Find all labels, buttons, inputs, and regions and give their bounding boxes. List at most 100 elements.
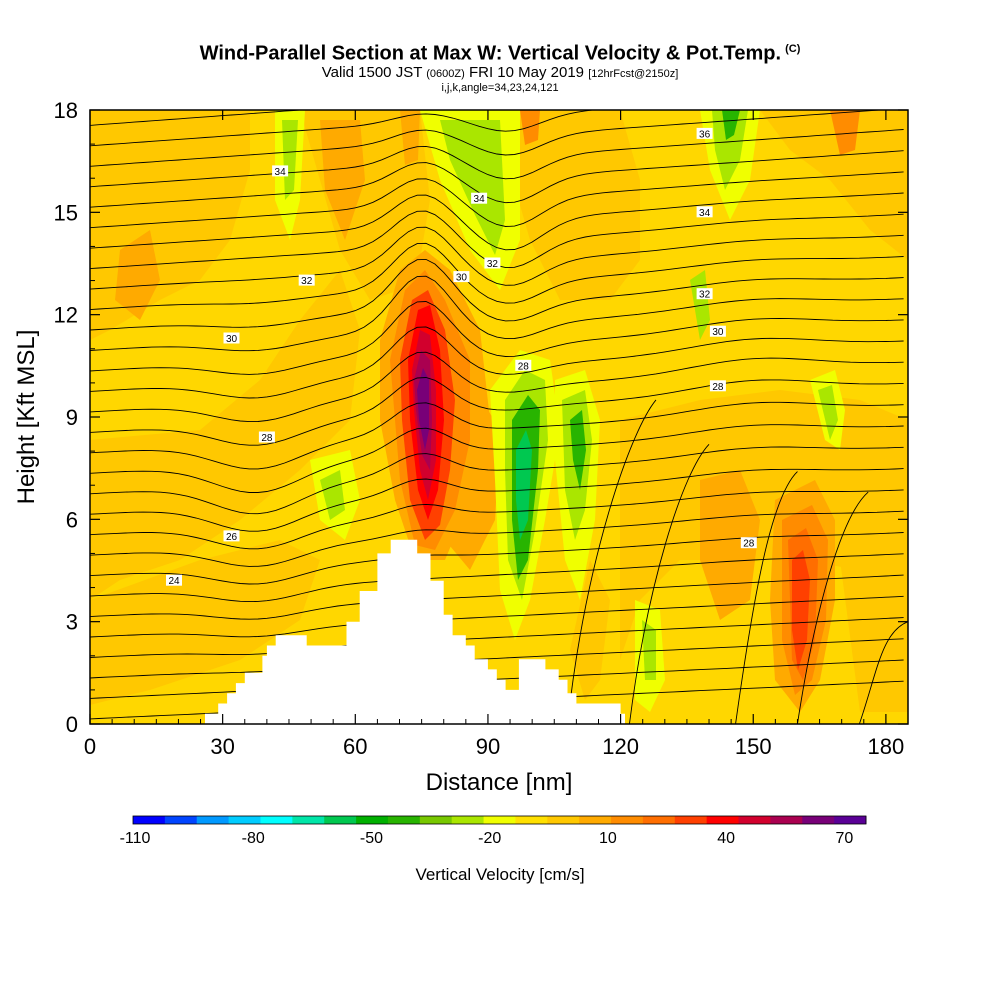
isentrope [567,399,657,724]
velocity-fill-layer [90,110,908,712]
velocity-region [830,110,860,155]
velocity-region [500,110,640,300]
isentrope [90,258,904,331]
isentrope [90,150,904,208]
isentrope [858,621,908,724]
colorbar-swatch [228,816,261,824]
contour-label: 34 [272,165,289,178]
velocity-region [690,270,710,340]
velocity-region [320,470,345,520]
colorbar-swatch [419,816,453,824]
valid-time: Valid 1500 JST [321,63,423,81]
x-axis-title: Distance [nm] [426,769,573,796]
contour-label-bg [696,288,713,300]
x-tick-label: 30 [210,734,234,759]
contour-label-bg [515,359,532,371]
colorbar-tick-label: -50 [360,830,383,847]
isentrope [90,301,904,375]
colorbar-tick-label: -110 [120,830,151,847]
contour-label-bg [453,271,470,283]
isentrope [90,446,904,515]
contour-label-text: 28 [261,433,273,444]
isentrope [90,510,904,567]
y-tick-label: 9 [66,405,78,430]
velocity-region [520,110,540,145]
isentrope [90,45,904,105]
title-block: Wind-Parallel Section at Max W: Vertical… [0,38,1000,94]
y-tick-label: 15 [54,200,78,225]
velocity-region [840,540,908,712]
velocity-region [620,390,908,660]
velocity-region [642,620,656,680]
isentrope [90,489,904,550]
contour-label-text: 26 [226,532,238,543]
colorbar-swatch [642,816,676,824]
isentrope [90,192,904,251]
colorbar-swatch [738,816,771,824]
contour-label: 28 [709,380,726,393]
isentrope [90,595,904,638]
velocity-region [282,120,298,200]
colorbar-tick-label: -20 [478,830,501,847]
terrain-mask [205,539,625,724]
y-tick-label: 0 [66,712,78,737]
velocity-region [115,230,160,320]
contour-label-text: 28 [518,361,530,372]
contour-label-text: 34 [474,194,486,205]
contour-label-bg [223,530,240,542]
velocity-region [722,110,740,140]
contour-label: 36 [696,127,713,140]
isentrope [90,424,904,493]
contour-label-bg [223,332,240,344]
contour-label-text: 36 [699,129,711,140]
colorbar-swatch [196,816,230,824]
contour-label: 32 [298,274,315,287]
contour-label-layer: 24 26 28 30 32 34 30 32 34 28 36 34 32 30 28 28 [166,127,757,587]
title-text: Wind-Parallel Section at Max W: Vertical… [199,42,782,65]
isentrope [90,110,886,167]
contour-label-bg [471,192,488,204]
isentrope [90,553,904,603]
contour-label: 28 [740,537,757,550]
contour-label: 26 [223,530,240,543]
colorbar-title: Vertical Velocity [cm/s] [415,865,584,884]
potential-temperature-contours [90,45,908,724]
colorbar-swatch [324,816,357,824]
colorbar-tick-label: 70 [835,830,853,847]
colorbar-swatch [547,816,580,824]
contour-label-text: 34 [275,167,287,178]
x-tick-label: 120 [602,734,639,759]
x-tick-label: 90 [476,734,500,759]
colorbar-swatch [133,816,166,824]
isentrope [90,401,904,470]
isentrope [735,471,798,724]
forecast-info: [12hrFcst@2150z] [588,67,679,80]
colorbar-swatch [674,816,708,824]
isentrope [90,638,904,679]
y-tick-label: 3 [66,610,78,635]
colorbar-swatch [770,816,803,824]
contour-label-text: 32 [487,259,499,270]
contour-label-text: 34 [699,208,711,219]
velocity-region [760,110,908,260]
section-params: i,j,k,angle=34,23,24,121 [441,81,559,94]
contour-label-bg [484,257,501,269]
contour-label: 30 [709,325,726,338]
valid-date: FRI 10 May 2019 [468,63,585,81]
isentrope [90,242,904,311]
velocity-region [417,368,429,450]
valid-utc: (0600Z) [426,67,465,80]
velocity-region [90,540,320,705]
x-tick-label: 60 [343,734,367,759]
colorbar-swatch [451,816,485,824]
y-tick-label: 18 [54,98,78,123]
contour-label: 30 [223,332,240,345]
colorbar-swatch [483,816,516,824]
colorbar-swatch [579,816,612,824]
colorbar-swatch [292,816,325,824]
contour-label-bg [740,537,757,549]
contour-label-text: 30 [226,334,238,345]
chart-title: Wind-Parallel Section at Max W: Vertical… [0,38,1000,65]
colorbar-swatch [611,816,644,824]
colorbar-tick-label: -80 [242,830,265,847]
